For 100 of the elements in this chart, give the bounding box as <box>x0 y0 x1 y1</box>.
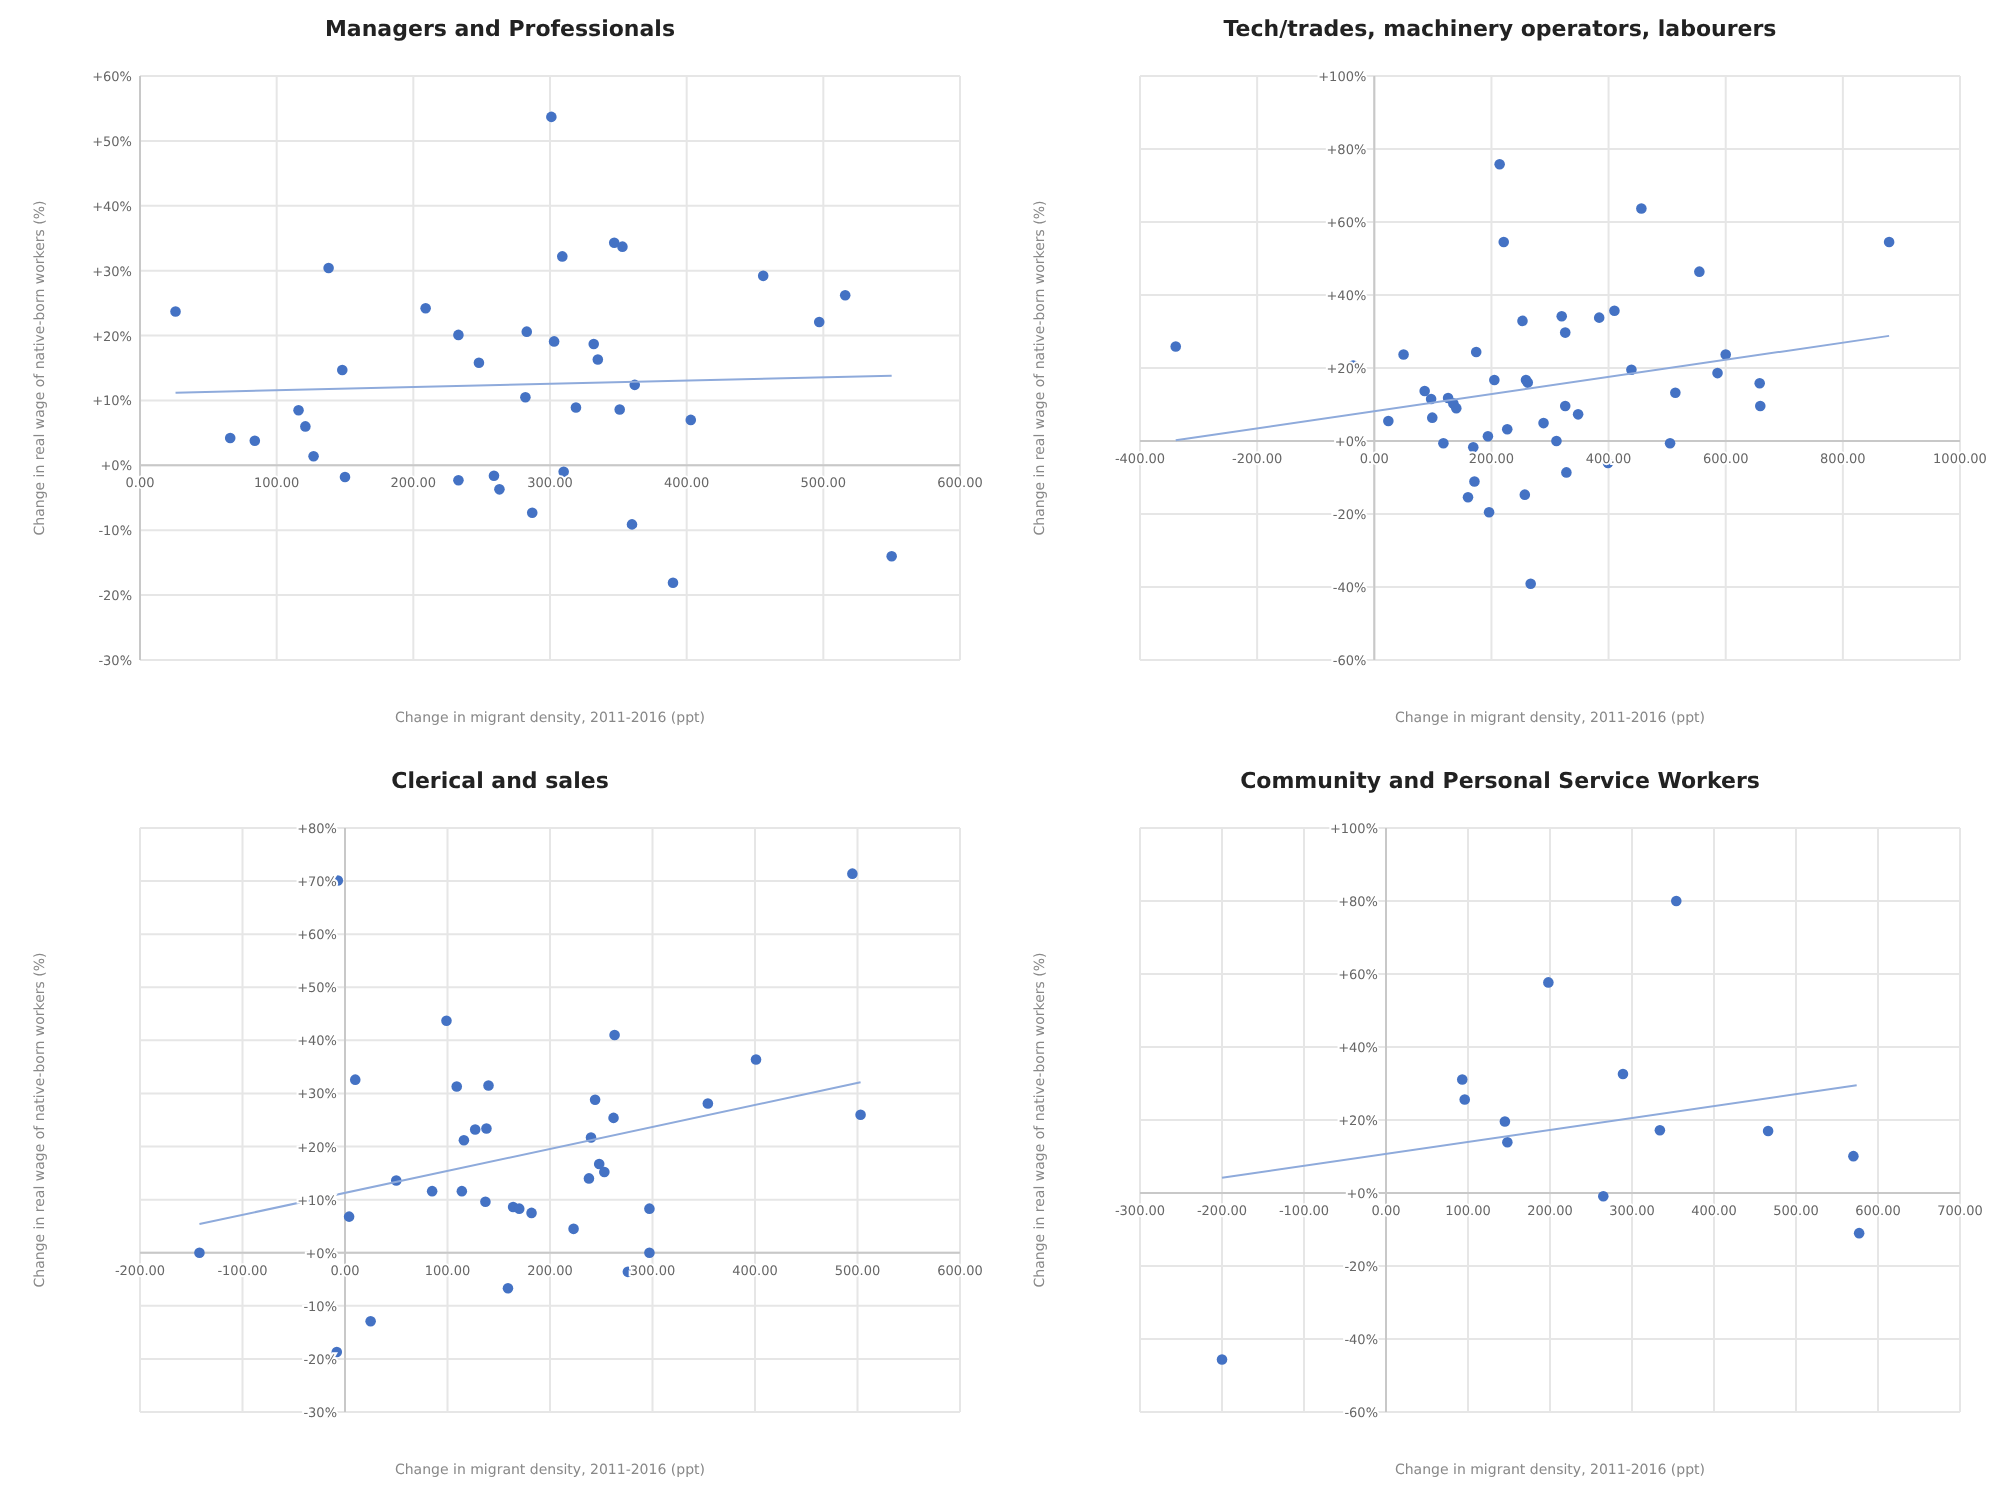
point <box>855 1108 866 1119</box>
point <box>568 1222 579 1234</box>
point <box>1556 310 1568 322</box>
point <box>599 1165 610 1177</box>
point <box>194 1246 205 1258</box>
point <box>750 1053 762 1064</box>
point <box>1670 387 1681 399</box>
point <box>1670 894 1682 906</box>
point <box>1450 402 1462 414</box>
point <box>546 111 557 123</box>
point <box>1470 346 1482 358</box>
point <box>1216 1353 1228 1364</box>
point <box>757 270 769 282</box>
point <box>886 550 897 562</box>
point <box>609 1028 620 1040</box>
point <box>1617 1067 1629 1079</box>
point <box>847 867 858 878</box>
point <box>1482 430 1494 442</box>
point <box>441 1014 452 1025</box>
point <box>1636 203 1647 214</box>
point <box>249 435 261 446</box>
point <box>323 262 334 274</box>
point <box>1483 506 1495 518</box>
point <box>1694 266 1705 277</box>
point <box>526 507 538 518</box>
point <box>1426 412 1438 423</box>
point <box>473 357 485 369</box>
point <box>480 1195 491 1207</box>
point <box>702 1097 714 1108</box>
point <box>1561 467 1572 478</box>
point <box>343 1210 355 1221</box>
point <box>644 1246 655 1258</box>
point <box>570 402 582 413</box>
point <box>685 414 697 426</box>
point <box>588 338 600 350</box>
point <box>1543 976 1554 987</box>
point <box>1712 367 1723 379</box>
point <box>453 329 464 341</box>
point <box>557 251 568 262</box>
point <box>488 470 500 481</box>
point <box>453 474 464 486</box>
point <box>1517 315 1528 327</box>
point <box>308 450 319 462</box>
point <box>592 354 604 365</box>
point <box>1559 327 1571 338</box>
point <box>617 241 628 252</box>
point <box>1525 578 1536 589</box>
point <box>667 577 679 589</box>
point <box>349 1073 361 1084</box>
chart-title: Managers and Professionals <box>324 16 676 42</box>
point <box>1598 1190 1609 1201</box>
point <box>813 316 825 328</box>
point <box>1501 424 1513 435</box>
point <box>583 1172 595 1183</box>
point <box>1883 236 1895 248</box>
point <box>589 1093 601 1105</box>
point <box>1664 437 1676 449</box>
point <box>1467 441 1479 453</box>
point <box>521 326 533 337</box>
point <box>420 303 431 314</box>
point <box>1593 312 1605 323</box>
point <box>426 1184 438 1196</box>
point <box>1456 1073 1468 1084</box>
point <box>224 432 236 444</box>
point <box>1469 476 1480 487</box>
point <box>608 237 620 249</box>
point <box>293 404 304 416</box>
point <box>608 1111 619 1123</box>
point <box>1170 341 1182 352</box>
point <box>1559 400 1571 412</box>
point <box>1459 1093 1471 1104</box>
point <box>481 1122 492 1133</box>
chart-title: Clerical and sales <box>391 767 610 793</box>
point <box>1754 400 1766 412</box>
point <box>1572 409 1584 420</box>
point <box>526 1206 537 1218</box>
point <box>1398 349 1409 360</box>
point <box>300 421 311 432</box>
point <box>1489 374 1500 386</box>
point <box>494 484 505 495</box>
point <box>1438 437 1449 449</box>
point <box>644 1202 655 1213</box>
point <box>593 1157 605 1169</box>
point <box>1538 417 1549 429</box>
point <box>451 1080 463 1091</box>
point <box>1551 435 1562 447</box>
point <box>336 364 348 376</box>
point <box>614 404 625 415</box>
point <box>1494 159 1505 170</box>
point <box>1383 415 1394 427</box>
point <box>626 519 638 530</box>
point <box>1853 1226 1865 1238</box>
point <box>548 336 560 347</box>
point <box>1519 489 1531 500</box>
point <box>1762 1124 1774 1136</box>
point <box>339 471 351 483</box>
chart-title: Community and Personal Service Workers <box>1240 767 1761 793</box>
point <box>1419 385 1430 397</box>
point <box>1754 378 1765 389</box>
point <box>1462 491 1474 503</box>
